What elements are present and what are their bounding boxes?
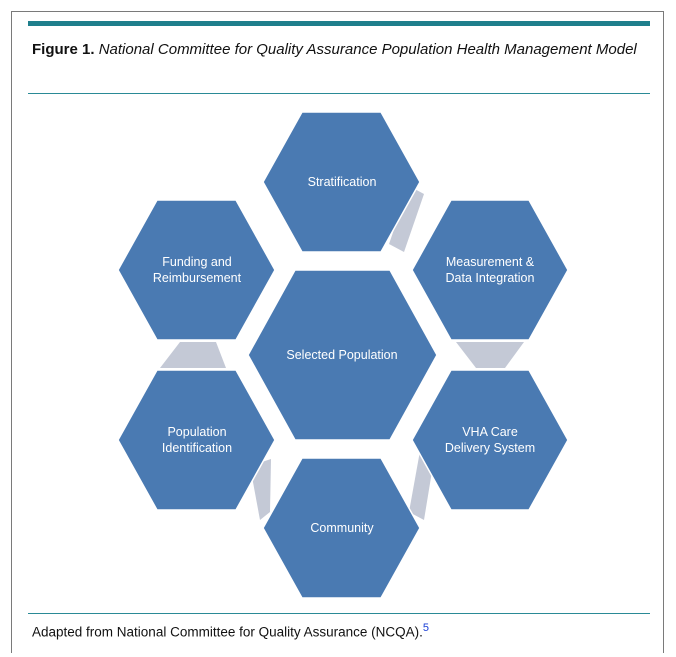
hex-vha-care [411, 369, 569, 511]
figure-caption: Figure 1. National Committee for Quality… [32, 40, 652, 60]
hex-selected-population [247, 269, 438, 441]
label-selected-population: Selected Population [286, 348, 397, 362]
source-text: Adapted from National Committee for Qual… [32, 624, 423, 640]
hex-measurement [411, 199, 569, 341]
figure-top-bar [28, 21, 650, 26]
label-funding: Funding and Reimbursement [153, 255, 242, 285]
connector-stratification-measurement [389, 186, 424, 252]
connector-population-funding [160, 342, 226, 368]
label-population-identification: Population Identification [162, 425, 232, 455]
reference-link[interactable]: 5 [422, 622, 430, 634]
label-community: Community [310, 521, 374, 535]
label-measurement: Measurement & Data Integration [446, 255, 535, 285]
hex-community [262, 457, 421, 599]
label-stratification: Stratification [308, 175, 377, 189]
hex-stratification [262, 111, 421, 253]
caption-divider [28, 93, 650, 94]
figure-frame [11, 11, 664, 653]
label-vha-care: VHA Care Delivery System [445, 425, 535, 455]
source-divider [28, 613, 650, 614]
figure-label: Figure 1. [32, 41, 95, 58]
connector-measurement-vha [456, 342, 524, 368]
source-note: Adapted from National Committee for Qual… [32, 622, 429, 640]
figure-title: National Committee for Quality Assurance… [98, 41, 637, 58]
hex-population-identification [117, 369, 276, 511]
hex-funding [117, 199, 276, 341]
